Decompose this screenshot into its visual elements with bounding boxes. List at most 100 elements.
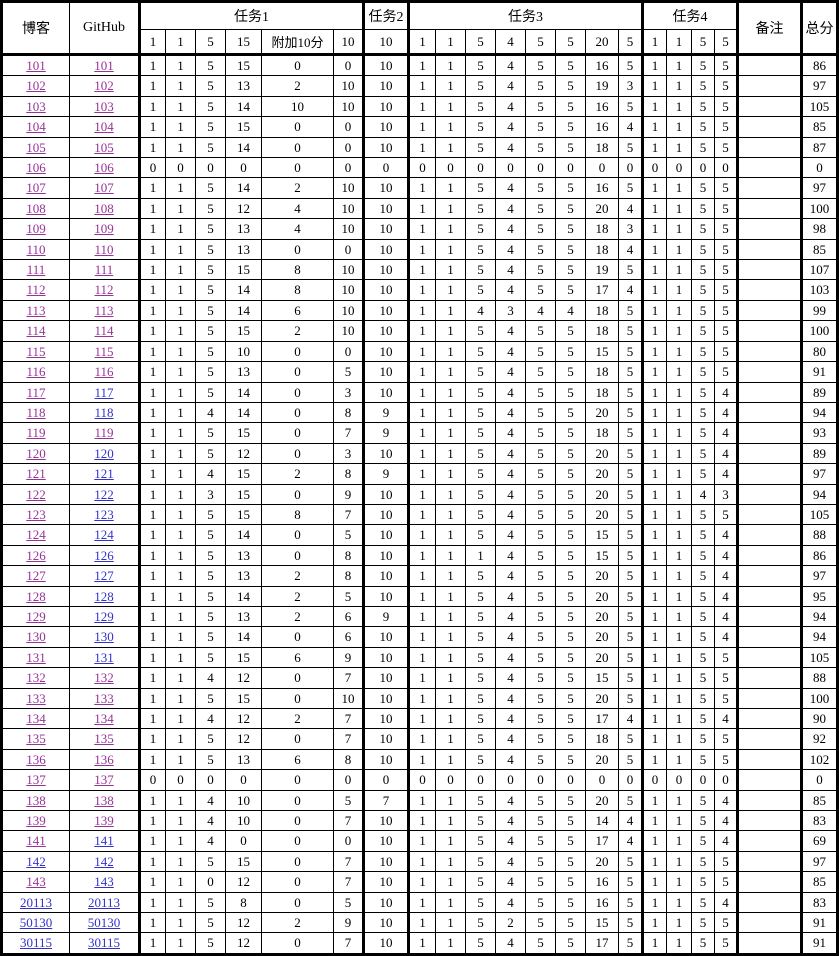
github-link[interactable]: 123 xyxy=(94,506,114,522)
blog-link[interactable]: 126 xyxy=(26,547,46,563)
github-link[interactable]: 135 xyxy=(94,731,114,747)
github-link[interactable]: 110 xyxy=(94,241,114,257)
github-link[interactable]: 117 xyxy=(94,384,114,400)
github-link[interactable]: 109 xyxy=(94,221,114,237)
task3-score: 4 xyxy=(495,728,527,750)
blog-cell: 102 xyxy=(1,75,70,97)
github-link[interactable]: 112 xyxy=(94,282,114,298)
total-score: 105 xyxy=(800,95,839,118)
github-link[interactable]: 130 xyxy=(94,629,114,645)
blog-link[interactable]: 133 xyxy=(26,690,46,706)
blog-link[interactable]: 104 xyxy=(26,119,46,135)
github-link[interactable]: 106 xyxy=(94,160,114,176)
github-link[interactable]: 114 xyxy=(94,323,114,339)
github-link[interactable]: 103 xyxy=(94,98,114,114)
github-link[interactable]: 113 xyxy=(94,302,114,318)
github-link[interactable]: 143 xyxy=(94,874,114,890)
blog-link[interactable]: 30115 xyxy=(19,935,53,951)
github-link[interactable]: 105 xyxy=(94,139,114,155)
blog-link[interactable]: 113 xyxy=(26,302,46,318)
blog-link[interactable]: 137 xyxy=(26,772,46,788)
blog-link[interactable]: 136 xyxy=(26,751,46,767)
blog-link[interactable]: 124 xyxy=(26,527,46,543)
blog-link[interactable]: 108 xyxy=(26,200,46,216)
github-link[interactable]: 115 xyxy=(94,343,114,359)
blog-link[interactable]: 109 xyxy=(26,221,46,237)
github-link[interactable]: 142 xyxy=(94,853,114,869)
github-link[interactable]: 20113 xyxy=(87,894,121,910)
blog-link[interactable]: 115 xyxy=(26,343,46,359)
blog-link[interactable]: 143 xyxy=(26,874,46,890)
blog-link[interactable]: 139 xyxy=(26,813,46,829)
github-link[interactable]: 122 xyxy=(94,486,114,502)
task4-score: 1 xyxy=(641,381,668,403)
blog-link[interactable]: 50130 xyxy=(19,915,53,931)
blog-link[interactable]: 117 xyxy=(26,384,46,400)
blog-link[interactable]: 119 xyxy=(26,425,46,441)
blog-link[interactable]: 101 xyxy=(26,58,46,73)
blog-link[interactable]: 132 xyxy=(26,670,46,686)
github-link[interactable]: 30115 xyxy=(87,935,121,951)
github-link[interactable]: 128 xyxy=(94,588,114,604)
blog-link[interactable]: 134 xyxy=(26,711,46,726)
blog-link[interactable]: 102 xyxy=(26,78,46,94)
blog-link[interactable]: 122 xyxy=(26,486,46,502)
task1-score: 1 xyxy=(138,483,166,505)
github-link[interactable]: 121 xyxy=(94,466,114,482)
github-link[interactable]: 133 xyxy=(94,690,114,706)
blog-link[interactable]: 114 xyxy=(26,323,46,339)
github-link[interactable]: 126 xyxy=(94,547,114,563)
blog-link[interactable]: 131 xyxy=(26,649,46,665)
github-link[interactable]: 111 xyxy=(94,262,114,278)
github-link[interactable]: 50130 xyxy=(87,915,121,931)
github-link[interactable]: 137 xyxy=(94,772,114,788)
task3-score: 1 xyxy=(435,891,467,914)
github-link[interactable]: 131 xyxy=(94,649,114,665)
github-link[interactable]: 132 xyxy=(94,670,114,686)
blog-link[interactable]: 141 xyxy=(26,833,46,849)
github-link[interactable]: 116 xyxy=(94,364,114,380)
blog-link[interactable]: 128 xyxy=(26,588,46,604)
blog-link[interactable]: 111 xyxy=(26,262,46,278)
blog-link[interactable]: 106 xyxy=(26,160,46,176)
task3-score: 20 xyxy=(585,483,620,505)
blog-link[interactable]: 138 xyxy=(26,792,46,808)
task1-score: 1 xyxy=(138,544,166,567)
task3-score: 1 xyxy=(435,748,467,771)
github-link[interactable]: 139 xyxy=(94,813,114,829)
blog-link[interactable]: 118 xyxy=(26,404,46,420)
task4-score: 5 xyxy=(691,912,716,934)
blog-link[interactable]: 135 xyxy=(26,731,46,747)
blog-link[interactable]: 129 xyxy=(26,608,46,624)
total-score: 97 xyxy=(800,75,839,97)
github-link[interactable]: 134 xyxy=(94,711,114,726)
blog-link[interactable]: 130 xyxy=(26,629,46,645)
github-link[interactable]: 138 xyxy=(94,792,114,808)
blog-link[interactable]: 123 xyxy=(26,506,46,522)
blog-link[interactable]: 142 xyxy=(26,853,46,869)
blog-link[interactable]: 121 xyxy=(26,466,46,482)
github-link[interactable]: 101 xyxy=(94,58,114,73)
github-link[interactable]: 102 xyxy=(94,78,114,94)
github-link[interactable]: 120 xyxy=(94,445,114,461)
blog-link[interactable]: 20113 xyxy=(19,894,53,910)
github-link[interactable]: 104 xyxy=(94,119,114,135)
blog-link[interactable]: 127 xyxy=(26,568,46,584)
github-link[interactable]: 129 xyxy=(94,608,114,624)
github-link[interactable]: 108 xyxy=(94,200,114,216)
github-link[interactable]: 118 xyxy=(94,404,114,420)
github-link[interactable]: 107 xyxy=(94,180,114,196)
blog-link[interactable]: 116 xyxy=(26,364,46,380)
blog-link[interactable]: 105 xyxy=(26,139,46,155)
github-link[interactable]: 127 xyxy=(94,568,114,584)
github-link[interactable]: 136 xyxy=(94,751,114,767)
github-link[interactable]: 124 xyxy=(94,527,114,543)
blog-link[interactable]: 120 xyxy=(26,445,46,461)
table-row: 107 107 1 1 5 14 2 10 10 1 1 5 4 5 5 16 5 1 1 5 5 97 xyxy=(1,177,839,199)
blog-link[interactable]: 103 xyxy=(26,98,46,114)
github-link[interactable]: 141 xyxy=(94,833,114,849)
blog-link[interactable]: 112 xyxy=(26,282,46,298)
blog-link[interactable]: 107 xyxy=(26,180,46,196)
blog-link[interactable]: 110 xyxy=(26,241,46,257)
github-link[interactable]: 119 xyxy=(94,425,114,441)
